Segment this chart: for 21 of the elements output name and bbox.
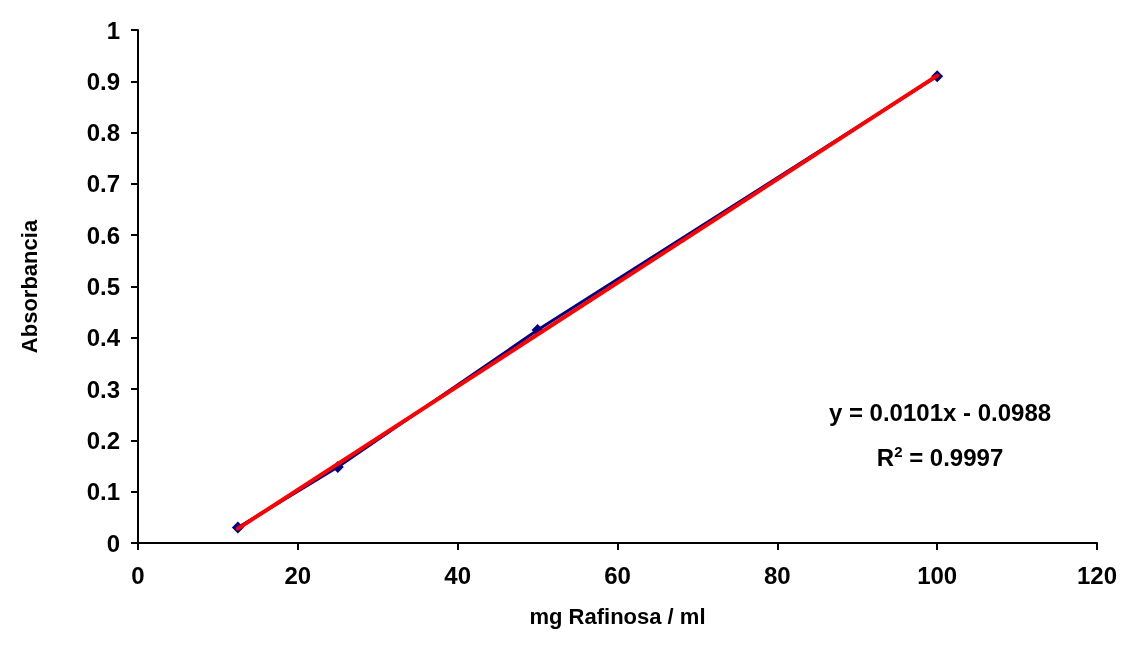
y-tick-label: 0.6	[86, 221, 120, 249]
x-tick-label: 80	[763, 561, 791, 589]
y-tick-label: 1	[106, 16, 120, 44]
annotation: y = 0.0101x - 0.0988	[828, 398, 1052, 426]
x-tick-label: 120	[1076, 561, 1118, 589]
x-tick-label: 20	[284, 561, 312, 589]
y-axis-title: Absorbancia	[16, 219, 42, 354]
x-tick-label: 100	[917, 561, 958, 589]
y-tick-label: 0.7	[86, 170, 120, 198]
y-tick-label: 0.8	[86, 119, 120, 147]
y-tick-label: 0.5	[86, 273, 120, 300]
x-tick-label: 0	[131, 561, 145, 589]
y-tick-label: 0.2	[86, 426, 120, 454]
y-tick-label: 0.4	[86, 324, 121, 352]
x-tick-label: 60	[604, 561, 631, 589]
y-tick-label: 0.1	[86, 478, 120, 506]
x-tick-label: 40	[444, 561, 472, 589]
x-axis-title: mg Rafinosa / ml	[529, 603, 706, 629]
y-tick-label: 0.3	[86, 375, 120, 403]
y-tick-label: 0	[106, 529, 120, 557]
y-tick-label: 0.9	[86, 67, 120, 95]
